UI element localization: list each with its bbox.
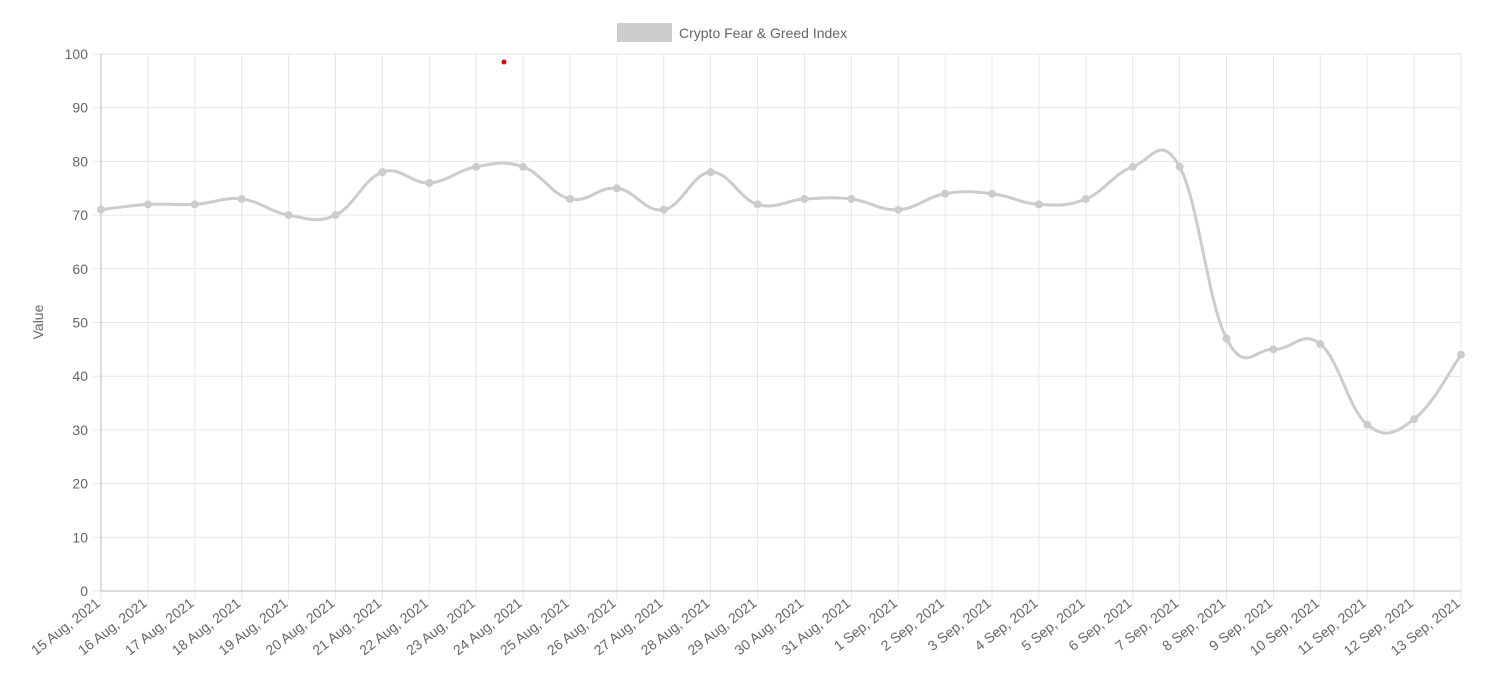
point bbox=[331, 211, 340, 220]
point bbox=[472, 162, 481, 171]
point bbox=[1269, 345, 1278, 354]
y-tick-label: 100 bbox=[65, 46, 89, 62]
stray-dot bbox=[501, 59, 507, 65]
legend-swatch bbox=[617, 23, 672, 42]
y-axis-label: Value bbox=[30, 304, 46, 339]
point bbox=[519, 162, 528, 171]
point bbox=[190, 200, 199, 209]
point bbox=[378, 168, 387, 177]
point bbox=[659, 205, 668, 214]
y-tick-label: 70 bbox=[72, 207, 88, 223]
point bbox=[1316, 339, 1325, 348]
y-tick-label: 80 bbox=[72, 153, 88, 169]
y-tick-label: 40 bbox=[72, 368, 88, 384]
line bbox=[100, 148, 1463, 435]
y-tick-label: 10 bbox=[72, 529, 88, 545]
point bbox=[565, 194, 574, 203]
y-tick-label: 90 bbox=[72, 100, 88, 116]
point bbox=[1081, 194, 1090, 203]
y-tick-label: 50 bbox=[72, 315, 88, 331]
point bbox=[941, 189, 950, 198]
point bbox=[1222, 334, 1231, 343]
point bbox=[97, 205, 105, 214]
point bbox=[612, 184, 621, 193]
point bbox=[800, 194, 809, 203]
point bbox=[237, 194, 246, 203]
point bbox=[894, 205, 903, 214]
point bbox=[753, 200, 762, 209]
point bbox=[1128, 162, 1137, 171]
point bbox=[1410, 415, 1419, 424]
point bbox=[284, 211, 293, 220]
point bbox=[706, 168, 715, 177]
point bbox=[988, 189, 997, 198]
point bbox=[1363, 420, 1372, 429]
y-tick-label: 30 bbox=[72, 422, 88, 438]
legend-label: Crypto Fear & Greed Index bbox=[679, 25, 847, 41]
point bbox=[143, 200, 152, 209]
point bbox=[847, 194, 856, 203]
point bbox=[425, 178, 434, 187]
y-tick-label: 0 bbox=[80, 583, 88, 599]
y-tick-label: 20 bbox=[72, 476, 88, 492]
point bbox=[1175, 162, 1184, 171]
point bbox=[1457, 350, 1465, 359]
point bbox=[1034, 200, 1043, 209]
y-tick-label: 60 bbox=[72, 261, 88, 277]
